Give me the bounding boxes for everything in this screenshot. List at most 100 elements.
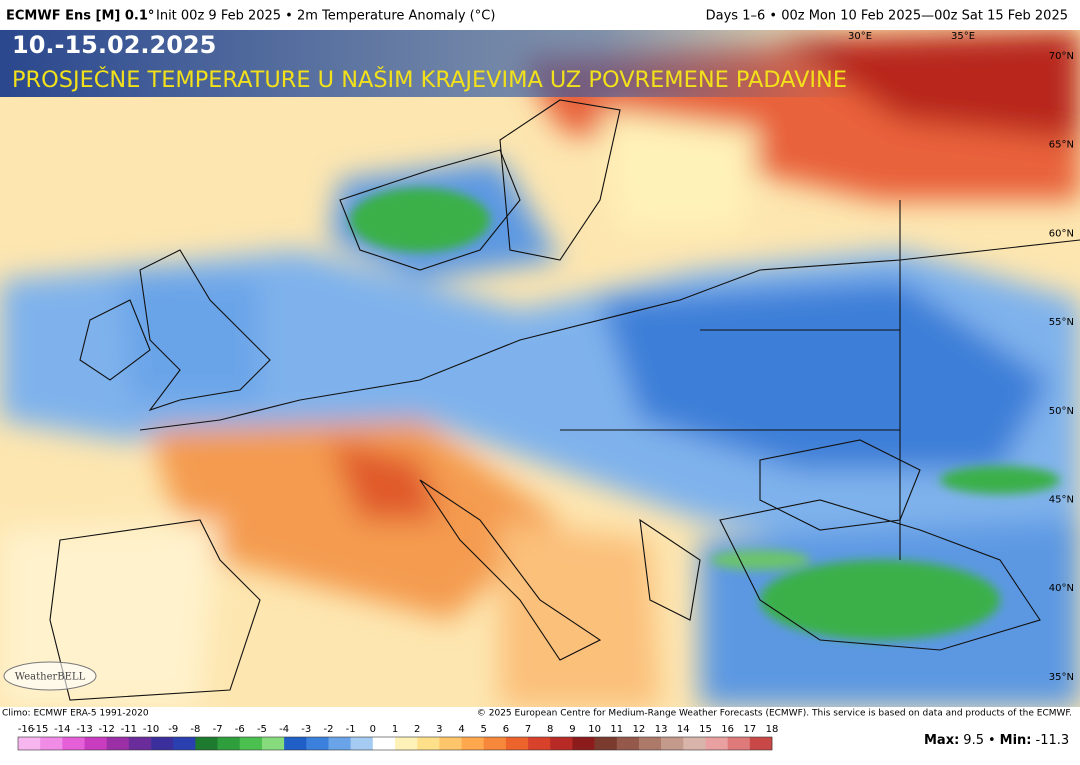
colorbar-tick: 11 (610, 724, 623, 735)
colorbar-segment (261, 737, 285, 750)
colorbar-segment (173, 737, 196, 750)
colorbar-segment (705, 737, 728, 750)
colorbar-tick: -4 (279, 724, 289, 735)
lat-label: 70°N (1049, 51, 1074, 62)
colorbar-tick: 17 (743, 724, 756, 735)
colorbar-tick: -5 (257, 724, 267, 735)
colorbar-tick: 1 (392, 724, 398, 735)
colorbar-segment (40, 737, 63, 750)
colorbar-segment (727, 737, 751, 750)
colorbar-segment (461, 737, 485, 750)
min-label: Min: (1000, 733, 1032, 748)
colorbar-segment (550, 737, 573, 750)
colorbar-segment (217, 737, 241, 750)
max-label: Max: (924, 733, 959, 748)
colorbar-segment (84, 737, 108, 750)
colorbar-segment (594, 737, 618, 750)
colorbar-tick: -8 (190, 724, 200, 735)
colorbar-segment (372, 737, 396, 750)
header-right: Days 1–6 • 00z Mon 10 Feb 2025—00z Sat 1… (706, 9, 1068, 24)
colorbar-segment (284, 737, 307, 750)
min-value: -11.3 (1036, 733, 1070, 748)
colorbar-segment (439, 737, 462, 750)
colorbar-segment (62, 737, 85, 750)
colorbar-segment (18, 737, 41, 750)
colorbar-tick: -3 (301, 724, 311, 735)
colorbar-tick: 8 (547, 724, 553, 735)
lat-label: 50°N (1049, 406, 1074, 417)
overlay-date: 10.-15.02.2025 (12, 31, 216, 59)
colorbar-segment (128, 737, 152, 750)
lat-label: 65°N (1049, 140, 1074, 151)
colorbar-tick: -14 (54, 724, 70, 735)
colorbar-tick: -9 (168, 724, 178, 735)
overlay-headline: PROSJEČNE TEMPERATURE U NAŠIM KRAJEVIMA … (12, 67, 847, 93)
colorbar-segment (306, 737, 329, 750)
colorbar-tick: -13 (76, 724, 92, 735)
separator: • (988, 733, 996, 748)
colorbar-tick: -12 (99, 724, 115, 735)
colorbar-tick: -10 (143, 724, 159, 735)
colorbar-segment (395, 737, 418, 750)
colorbar-tick: -11 (121, 724, 137, 735)
lat-labels: 70°N 65°N 60°N 55°N 50°N 45°N 40°N 35°N (1049, 51, 1074, 683)
colorbar-tick: 2 (414, 724, 420, 735)
colorbar-segment (417, 737, 440, 750)
colorbar-segment (239, 737, 263, 750)
colorbar-tick: 4 (458, 724, 464, 735)
colorbar-segment (151, 737, 174, 750)
colorbar-segment (505, 737, 529, 750)
colorbar-tick: -6 (235, 724, 245, 735)
copyright: © 2025 European Centre for Medium-Range … (477, 709, 1072, 719)
colorbar-tick: -7 (213, 724, 223, 735)
colorbar-segment (661, 737, 684, 750)
colorbar: -16-15 -14 -13 -12 -11 -10 -9 -8 -7 -6 -5 -4 -3 -2 -1 0… (17, 724, 779, 751)
colorbar-tick: -15 (32, 724, 48, 735)
colorbar-tick: 12 (633, 724, 646, 735)
colorbar-tick: 3 (436, 724, 442, 735)
colorbar-tick: -2 (323, 724, 333, 735)
lat-label: 35°N (1049, 672, 1074, 683)
lon-label: 30°E (848, 31, 872, 42)
stats: Max: 9.5 • Min: -11.3 (924, 733, 1069, 748)
colorbar-segment (528, 737, 551, 750)
colorbar-segment (106, 737, 130, 750)
colorbar-segment (350, 737, 374, 750)
model-name: ECMWF Ens [M] 0.1° (6, 9, 154, 24)
logo: WeatherBELL (15, 672, 86, 683)
colorbar-tick: 14 (677, 724, 690, 735)
colorbar-tick: 10 (588, 724, 601, 735)
colorbar-tick: 18 (766, 724, 779, 735)
lon-label: 35°E (951, 31, 975, 42)
colorbar-segment (483, 737, 507, 750)
colorbar-segment (616, 737, 640, 750)
colorbar-tick: 13 (655, 724, 668, 735)
lat-label: 45°N (1049, 495, 1074, 506)
lat-label: 55°N (1049, 317, 1074, 328)
colorbar-segment (328, 737, 351, 750)
colorbar-tick: 16 (721, 724, 734, 735)
colorbar-tick: -1 (346, 724, 356, 735)
colorbar-segment (638, 737, 662, 750)
colorbar-tick: -16 (18, 724, 34, 735)
colorbar-segment (749, 737, 773, 750)
colorbar-segment (683, 737, 706, 750)
colorbar-tick: 7 (525, 724, 531, 735)
header-left: Init 00z 9 Feb 2025 • 2m Temperature Ano… (156, 9, 495, 24)
colorbar-tick: 15 (699, 724, 712, 735)
colorbar-tick: 6 (503, 724, 509, 735)
colorbar-segment (195, 737, 218, 750)
lat-label: 60°N (1049, 228, 1074, 239)
colorbar-tick: 9 (569, 724, 575, 735)
lat-label: 40°N (1049, 583, 1074, 594)
max-value: 9.5 (963, 733, 984, 748)
colorbar-tick: 5 (481, 724, 487, 735)
colorbar-segment (572, 737, 595, 750)
colorbar-frame (17, 736, 773, 751)
climo: Climo: ECMWF ERA-5 1991-2020 (2, 709, 149, 719)
logo-frame (3, 661, 97, 691)
colorbar-tick: 0 (370, 724, 376, 735)
map (0, 30, 1080, 707)
